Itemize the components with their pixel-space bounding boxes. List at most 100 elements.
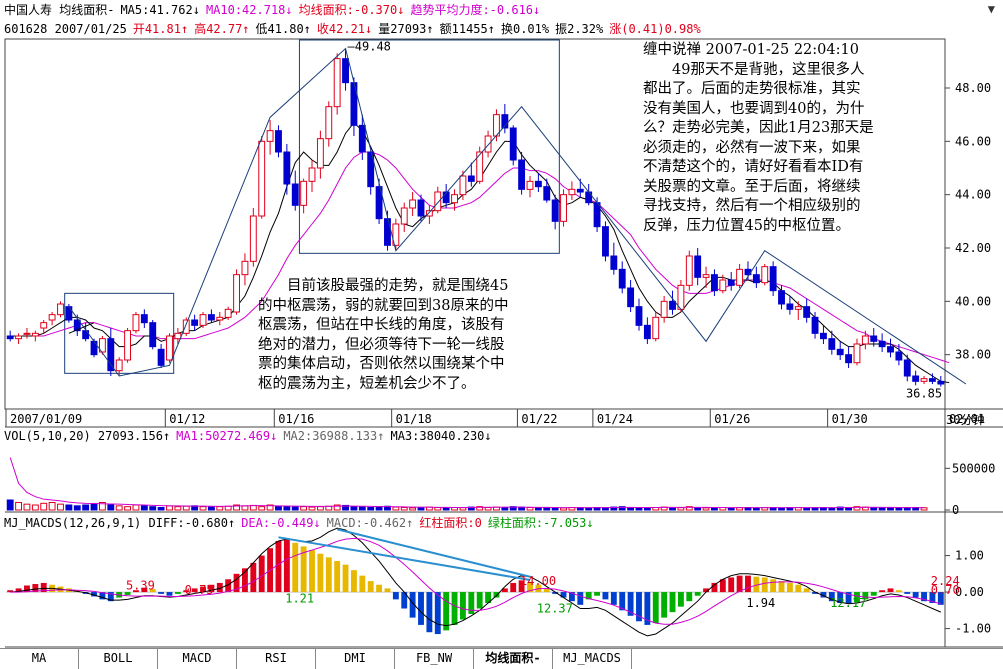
macd-bar bbox=[208, 584, 215, 593]
candle-body bbox=[333, 58, 341, 108]
candle-body bbox=[778, 290, 785, 305]
candle-body bbox=[870, 335, 878, 342]
macd-bar bbox=[501, 588, 508, 593]
volume-bar bbox=[560, 507, 567, 511]
macd-bar bbox=[619, 592, 626, 611]
macd-bar bbox=[99, 592, 106, 600]
candle-body bbox=[752, 274, 760, 284]
macd-bar bbox=[627, 592, 634, 616]
divergence-line bbox=[278, 536, 531, 582]
macd-bar bbox=[325, 557, 332, 593]
candle-body bbox=[761, 266, 769, 284]
annotation-line: 枢的震荡为主，短差机会少不了。 bbox=[258, 375, 476, 392]
annotation-line: 绝对的潜力，但必须等待下一轮一线股 bbox=[258, 336, 505, 353]
macd_header-item: DEA:-0.449↓ bbox=[241, 516, 321, 530]
stroke-line bbox=[68, 47, 967, 385]
macd-bar bbox=[862, 592, 869, 600]
candle-body bbox=[409, 199, 417, 209]
candle-body bbox=[392, 223, 400, 246]
macd-bar bbox=[644, 592, 651, 625]
tab-7[interactable]: MJ_MACDS bbox=[553, 649, 632, 669]
period-button[interactable]: 30分钟 bbox=[946, 413, 985, 427]
price-extreme-label: 36.85 bbox=[906, 386, 942, 400]
candle-body bbox=[912, 375, 920, 382]
volume-bar bbox=[727, 507, 735, 511]
candle-body bbox=[417, 199, 425, 217]
annotation-line: 反弹，压力位置45的中枢位置。 bbox=[643, 217, 850, 234]
volume-bar bbox=[409, 507, 417, 511]
macd-bar bbox=[510, 582, 517, 593]
macd-bar bbox=[837, 592, 844, 604]
annotation-line: 枢震荡，但站在中长线的角度，该股有 bbox=[258, 317, 505, 333]
stroke-line bbox=[68, 322, 95, 334]
volume-bar bbox=[224, 505, 232, 511]
macd-tick-label: 0.00 bbox=[955, 585, 984, 599]
macd-bar bbox=[359, 575, 366, 593]
volume-bar bbox=[258, 506, 266, 511]
annotation-line: 都出了。后面的走势很标准，其实 bbox=[643, 81, 861, 97]
candle-body bbox=[660, 300, 668, 318]
candle-body bbox=[727, 279, 735, 286]
volume-header: VOL(5,10,20) 27093.156↑ MA1:50272.469↓ MA2… bbox=[4, 428, 498, 444]
macd-bar bbox=[158, 592, 165, 594]
macd-bar bbox=[191, 588, 198, 593]
tab-3[interactable]: RSI bbox=[237, 649, 316, 669]
tab-4[interactable]: DMI bbox=[316, 649, 395, 669]
candle-body bbox=[207, 314, 215, 321]
macd-bar bbox=[895, 590, 902, 593]
volume-bar bbox=[501, 507, 509, 511]
macd-bar bbox=[468, 592, 475, 614]
volume-bar bbox=[711, 507, 718, 511]
tab-6[interactable]: 均线面积- bbox=[474, 649, 553, 669]
candle-body bbox=[484, 135, 492, 153]
candle-body bbox=[48, 314, 56, 321]
tab-5[interactable]: FB_NW bbox=[395, 649, 474, 669]
candle-body bbox=[216, 316, 224, 321]
candle-body bbox=[677, 284, 685, 310]
macd-bar bbox=[543, 588, 550, 593]
candle-body bbox=[811, 316, 819, 334]
candle-body bbox=[98, 338, 106, 353]
annotation-right: 缠中说禅 2007-01-25 22:04:10 49那天不是背驰，这里很多人都… bbox=[643, 41, 943, 236]
candle-body bbox=[73, 319, 81, 332]
macd-bar bbox=[334, 561, 341, 593]
tab-1[interactable]: BOLL bbox=[79, 649, 158, 669]
annotation-middle: 目前该股最强的走势，就是围绕45 的中枢震荡，弱的就要回到38原来的中 枢震荡，但站… bbox=[258, 277, 578, 394]
volume-bar bbox=[878, 507, 886, 511]
header.line1-item: 中国人寿 均线面积- bbox=[4, 3, 115, 17]
annotation-line: 49那天不是背驰，这里很多人 bbox=[643, 61, 865, 78]
volume-bar bbox=[870, 507, 878, 511]
candle-body bbox=[233, 274, 240, 313]
tab-2[interactable]: MACD bbox=[158, 649, 237, 669]
candle-body bbox=[585, 191, 593, 204]
macd-bar bbox=[879, 590, 886, 593]
tab-0[interactable]: MA bbox=[0, 649, 79, 669]
volume-bar bbox=[275, 505, 282, 511]
macd-bar bbox=[40, 582, 47, 593]
candle-body bbox=[476, 151, 484, 182]
candle-body bbox=[124, 330, 132, 361]
header-line-1: 中国人寿 均线面积- MA5:41.762↓ MA10:42.718↓ 均线面积:-0… bbox=[4, 2, 546, 18]
macd-bar bbox=[183, 590, 190, 593]
date-tick-label: 01/18 bbox=[396, 412, 432, 426]
collapse-icon[interactable]: ▼ bbox=[987, 2, 995, 16]
vol-tick-label: 0 bbox=[952, 503, 959, 517]
candle-body bbox=[669, 300, 676, 310]
volume-bar bbox=[534, 507, 542, 511]
volume-bar bbox=[367, 507, 375, 511]
candle-body bbox=[467, 175, 475, 182]
macd-bar bbox=[761, 577, 768, 593]
candle-body bbox=[702, 274, 710, 278]
macd-bar bbox=[937, 592, 944, 605]
date-tick-label: 01/22 bbox=[521, 412, 557, 426]
volume-bar bbox=[31, 504, 39, 511]
macd-bar bbox=[929, 592, 936, 604]
macd-bar bbox=[141, 587, 148, 593]
candle-body bbox=[199, 314, 207, 326]
dea-line bbox=[10, 537, 941, 625]
volume-bar bbox=[434, 507, 442, 511]
macd-bar bbox=[661, 592, 668, 618]
candle-body bbox=[308, 167, 316, 182]
header.line2-item: 涨(0.41)0.98% bbox=[609, 22, 701, 36]
candle-body bbox=[384, 218, 391, 246]
